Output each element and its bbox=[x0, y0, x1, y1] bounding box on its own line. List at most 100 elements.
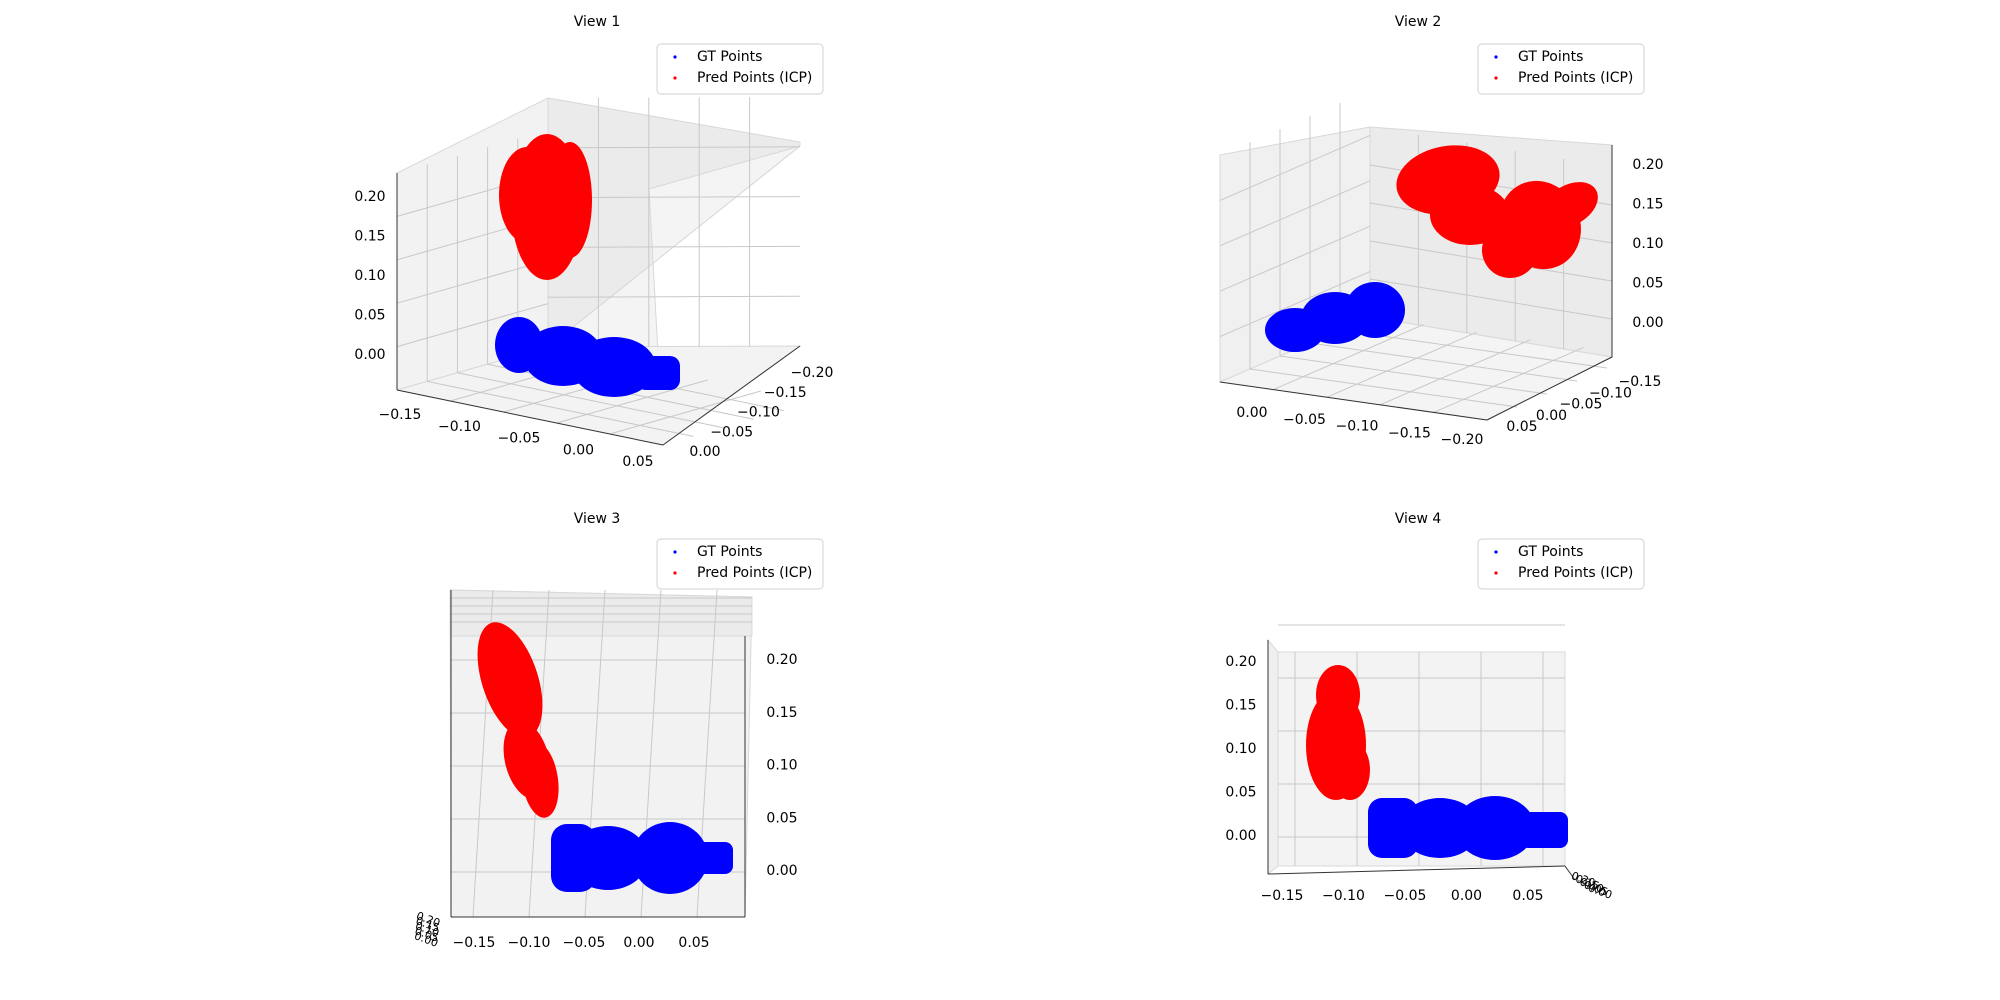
x-tick-label: −0.15 bbox=[1261, 888, 1304, 904]
subplot-view-1: View 1−0.15−0.10−0.050.000.05−0.20−0.15−… bbox=[354, 14, 833, 470]
z-tick-label: 0.10 bbox=[1225, 741, 1256, 757]
y-tick-label: −0.15 bbox=[1619, 374, 1662, 390]
z-tick-label: 0.05 bbox=[1225, 785, 1256, 801]
legend-3: GT Points Pred Points (ICP) bbox=[656, 538, 824, 590]
legend-label-pred: Pred Points (ICP) bbox=[1518, 565, 1633, 581]
x-tick-label: −0.10 bbox=[1322, 888, 1365, 904]
legend-marker-gt bbox=[673, 55, 677, 59]
x-tick-label: 0.00 bbox=[1236, 405, 1267, 421]
z-tick-label: 0.05 bbox=[766, 810, 797, 826]
z-tick-label: 0.00 bbox=[354, 347, 385, 363]
z-tick-label: 0.15 bbox=[766, 705, 797, 721]
x-tick-label: −0.05 bbox=[563, 935, 606, 951]
x-axis-line bbox=[396, 389, 664, 446]
legend-marker-gt bbox=[1494, 55, 1498, 59]
z-tick-label: 0.20 bbox=[766, 652, 797, 668]
gt-point-cloud bbox=[572, 337, 656, 397]
x-tick-label: 0.05 bbox=[1512, 888, 1543, 904]
gt-point-cloud bbox=[568, 826, 648, 890]
x-tick-label: −0.15 bbox=[453, 935, 496, 951]
pred-point-cloud bbox=[1482, 222, 1538, 278]
legend-marker-pred bbox=[673, 76, 677, 80]
legend-marker-gt bbox=[1494, 550, 1498, 554]
gt-point-cloud bbox=[636, 356, 680, 390]
x-tick-label: 0.05 bbox=[622, 454, 653, 470]
pred-point-cloud bbox=[1330, 740, 1370, 800]
grid-line bbox=[1219, 134, 1371, 201]
grid-line bbox=[427, 380, 694, 437]
x-tick-label: 0.00 bbox=[563, 442, 594, 458]
legend-box bbox=[656, 43, 824, 95]
legend-marker-pred bbox=[1494, 76, 1498, 80]
gt-point-cloud bbox=[1345, 282, 1405, 338]
legend-label-gt: GT Points bbox=[1518, 49, 1583, 65]
grid-line bbox=[1219, 271, 1371, 338]
subplot-title: View 3 bbox=[574, 511, 621, 527]
left-pane bbox=[1267, 638, 1279, 876]
z-tick-label: 0.15 bbox=[1632, 197, 1663, 213]
x-tick-label: −0.10 bbox=[438, 419, 481, 435]
y-tick-label: 0.00 bbox=[689, 444, 720, 460]
y-tick-label: −0.05 bbox=[710, 424, 753, 440]
x-tick-label: 0.05 bbox=[678, 935, 709, 951]
legend-label-pred: Pred Points (ICP) bbox=[1518, 70, 1633, 86]
legend-label-gt: GT Points bbox=[697, 544, 762, 560]
x-tick-label: −0.20 bbox=[1441, 432, 1484, 448]
y-tick-label: 0.00 bbox=[1536, 408, 1567, 424]
gt-point-cloud bbox=[1455, 796, 1535, 860]
grid-line bbox=[1219, 225, 1371, 292]
subplot-title: View 2 bbox=[1395, 14, 1442, 30]
grid-line bbox=[396, 259, 549, 304]
grid-line bbox=[1369, 278, 1613, 320]
x-tick-label: 0.00 bbox=[623, 935, 654, 951]
x-tick-label: −0.05 bbox=[498, 431, 541, 447]
y-axis-line bbox=[1486, 356, 1613, 421]
x-tick-label: −0.10 bbox=[508, 935, 551, 951]
pred-point-cloud bbox=[1430, 185, 1510, 245]
subplot-view-2: View 20.00 −0.05 −0.10 −0.15 −0.200.050.00−0… bbox=[1218, 14, 1664, 448]
z-tick-label: 0.05 bbox=[1632, 276, 1663, 292]
z-tick-label: 0.05 bbox=[354, 308, 385, 324]
legend-label-gt: GT Points bbox=[697, 49, 762, 65]
grid-line bbox=[547, 245, 801, 248]
grid-line bbox=[1309, 342, 1578, 382]
gt-point-cloud bbox=[632, 822, 708, 894]
legend-1: GT Points Pred Points (ICP) bbox=[656, 43, 824, 95]
z-tick-label: 0.15 bbox=[1225, 698, 1256, 714]
legend-label-gt: GT Points bbox=[1518, 544, 1583, 560]
x-tick-label: −0.15 bbox=[1388, 425, 1431, 441]
z-tick-label: 0.15 bbox=[354, 229, 385, 245]
legend-marker-gt bbox=[673, 550, 677, 554]
z-tick-label: 0.20 bbox=[1225, 654, 1256, 670]
z-tick-label: 0.20 bbox=[1632, 157, 1663, 173]
x-tick-label: −0.05 bbox=[1283, 412, 1326, 428]
grid-line bbox=[547, 146, 801, 149]
pred-point-cloud bbox=[1542, 182, 1598, 228]
y-tick-label: −0.10 bbox=[1589, 385, 1632, 401]
legend-marker-pred bbox=[673, 571, 677, 575]
subplot-view-3: View 3 −0.15 −0.10 −0.05 0.00 0.05 0.20 0.15 0.1… bbox=[412, 511, 824, 951]
y-tick-label: −0.20 bbox=[791, 365, 834, 381]
x-axis-line bbox=[1219, 381, 1488, 421]
y-axis-line bbox=[662, 345, 801, 446]
grid-line bbox=[1249, 368, 1518, 408]
x-axis-line bbox=[1267, 865, 1566, 875]
legend-label-pred: Pred Points (ICP) bbox=[697, 70, 812, 86]
pred-point-cloud bbox=[521, 742, 559, 818]
y-tick-label: −0.10 bbox=[737, 405, 780, 421]
grid-line bbox=[547, 295, 801, 298]
x-tick-label: 0.00 bbox=[1451, 888, 1482, 904]
y-axis-line bbox=[1564, 865, 1576, 881]
subplot-view-4: View 4 −0.15 −0.10 −0.05 0.00 0.05 0.20 0.15 0.1… bbox=[1225, 511, 1645, 904]
legend-box bbox=[1477, 43, 1645, 95]
gt-point-cloud bbox=[1520, 812, 1568, 848]
z-tick-label: 0.00 bbox=[1632, 315, 1663, 331]
grid-line bbox=[457, 372, 724, 429]
legend-marker-pred bbox=[1494, 571, 1498, 575]
pred-point-cloud bbox=[499, 147, 555, 243]
gt-point-cloud bbox=[695, 842, 733, 874]
legend-box bbox=[1477, 538, 1645, 590]
z-tick-label: 0.10 bbox=[1632, 236, 1663, 252]
subplot-title: View 4 bbox=[1395, 511, 1442, 527]
